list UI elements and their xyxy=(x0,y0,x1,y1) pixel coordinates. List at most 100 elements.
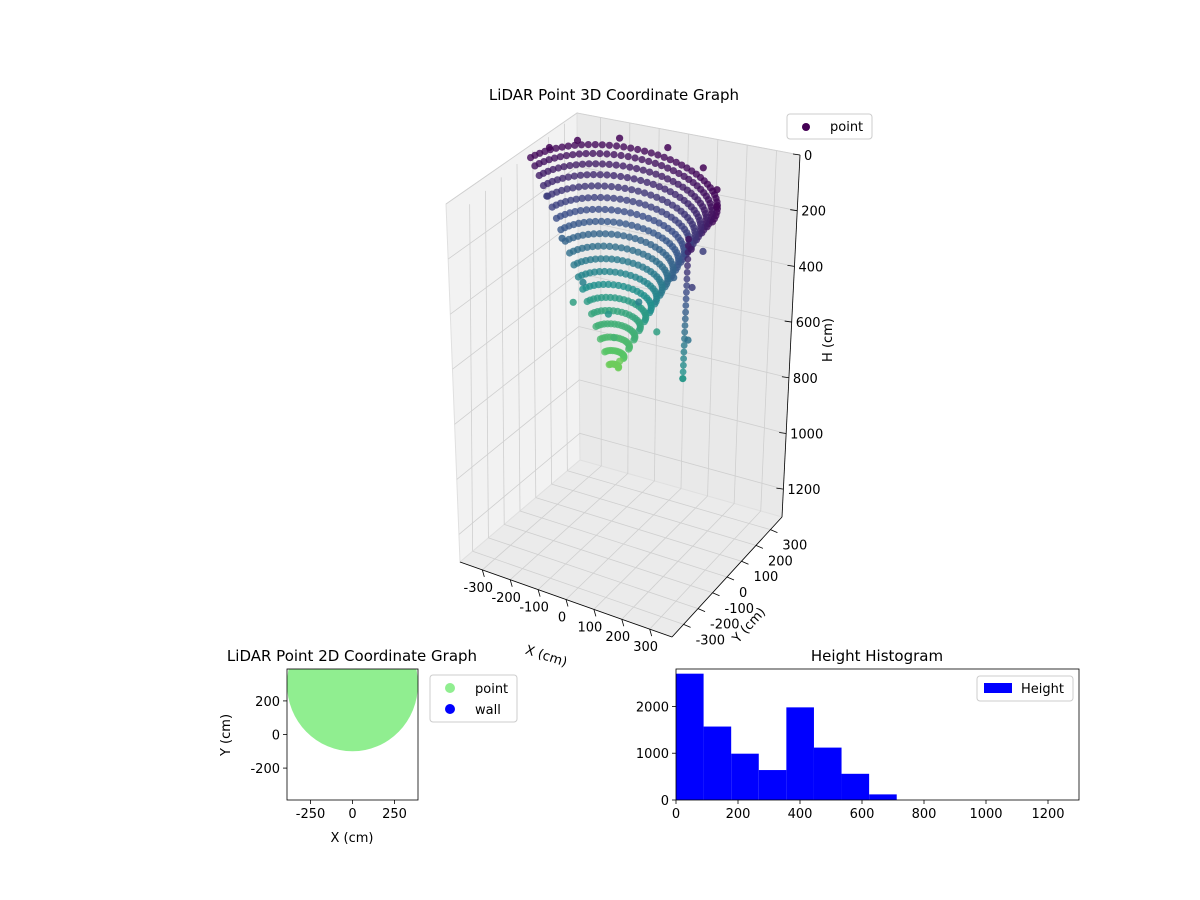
point-3d xyxy=(601,267,609,276)
point-3d xyxy=(575,219,583,227)
point-3d xyxy=(625,233,634,241)
legend-histogram: Height xyxy=(976,675,1074,702)
point-3d xyxy=(577,207,585,215)
point-3d xyxy=(554,164,563,172)
point-3d xyxy=(616,195,624,203)
point-3d xyxy=(594,182,602,190)
point-3d xyxy=(545,156,553,164)
point-3d xyxy=(646,168,654,176)
grid-line-z xyxy=(445,112,801,205)
point-3d xyxy=(620,232,628,240)
histogram-x-tick-label: 400 xyxy=(788,807,813,822)
point-3d xyxy=(570,172,579,180)
point-3d xyxy=(558,186,566,195)
point-3d xyxy=(614,183,622,191)
histogram-x-tick-label: 200 xyxy=(726,807,751,822)
y-tick-3d xyxy=(741,560,749,565)
point-3d xyxy=(617,244,626,252)
x-tick-3d xyxy=(649,628,653,637)
x-tick-label-2d: 250 xyxy=(382,807,407,822)
point-3d xyxy=(658,162,666,170)
point-3d xyxy=(572,195,580,203)
point-3d xyxy=(591,141,599,149)
z-tick-3d xyxy=(784,320,792,323)
point-3d xyxy=(564,142,572,150)
point-3d xyxy=(597,193,605,202)
z-tick-3d xyxy=(776,487,784,490)
point-3d xyxy=(610,172,618,180)
point-3d xyxy=(658,172,666,180)
point-3d xyxy=(619,162,627,170)
chart-histogram: Height Histogram 0 200 400 600 800 1000 1200 0 1… xyxy=(636,647,1080,822)
point-3d xyxy=(635,199,643,207)
point-3d xyxy=(639,212,647,220)
x-tick-label-3d: 300 xyxy=(633,640,658,655)
point-3d xyxy=(683,269,691,276)
y-tick-label-2d: 200 xyxy=(255,695,280,710)
point-3d xyxy=(589,171,598,179)
grid-3d xyxy=(445,112,801,630)
point-3d xyxy=(614,231,622,239)
y-tick-3d xyxy=(712,592,720,597)
point-3d xyxy=(579,278,587,286)
point-3d xyxy=(584,141,592,149)
point-3d xyxy=(679,368,687,376)
legend-3d: point xyxy=(786,113,873,140)
point-3d xyxy=(588,243,597,251)
z-tick-label-3d: 600 xyxy=(796,316,821,331)
point-3d xyxy=(583,171,591,179)
point-3d xyxy=(566,162,574,170)
x-tick-label-3d: 0 xyxy=(558,611,566,626)
point-3d xyxy=(552,144,560,152)
z-tick-3d xyxy=(779,432,787,434)
histogram-x-tick-label: 0 xyxy=(672,807,680,822)
grid-line-y-vertical xyxy=(469,204,474,552)
point-3d xyxy=(607,183,616,191)
point-3d xyxy=(653,193,661,201)
grid-line-z xyxy=(454,326,790,425)
z-axis-line xyxy=(781,154,801,518)
point-3d xyxy=(604,310,613,318)
point-3d xyxy=(649,180,657,188)
point-3d xyxy=(603,171,611,179)
point-3d xyxy=(655,183,663,191)
point-3d xyxy=(616,219,624,227)
grid-line-y xyxy=(488,537,699,609)
point-3d xyxy=(684,255,692,263)
point-3d xyxy=(670,274,678,282)
point-3d xyxy=(611,243,620,251)
point-3d xyxy=(639,166,647,174)
point-3d xyxy=(560,163,568,171)
y-tick-3d xyxy=(697,608,706,612)
histogram-x-tick-label: 1200 xyxy=(1031,807,1064,822)
point-3d xyxy=(591,255,600,263)
point-3d xyxy=(590,230,598,238)
point-3d xyxy=(647,191,655,199)
point-3d xyxy=(687,245,695,253)
point-3d xyxy=(603,194,611,202)
point-3d xyxy=(635,298,643,306)
x-tick-3d xyxy=(537,589,541,597)
point-3d xyxy=(611,268,619,276)
point-3d xyxy=(681,328,689,336)
x-tick-label-3d: -200 xyxy=(491,591,521,606)
point-3d xyxy=(582,206,591,214)
point-3d xyxy=(644,214,653,222)
point-3d xyxy=(594,242,602,250)
point-3d xyxy=(613,142,621,150)
point-3d xyxy=(631,235,639,243)
point-3d xyxy=(630,175,638,183)
point-3d xyxy=(634,145,642,154)
x-tick-label-3d: 200 xyxy=(605,630,630,645)
x-tick-3d xyxy=(565,599,569,607)
point-3d xyxy=(664,175,672,183)
grid-line-z xyxy=(450,219,795,315)
grid-line-y xyxy=(567,470,771,531)
point-3d xyxy=(607,230,616,238)
point-3d xyxy=(634,187,642,195)
y-tick-3d xyxy=(683,624,691,628)
point-3d xyxy=(628,186,636,194)
histogram-bar xyxy=(813,747,842,800)
point-3d xyxy=(679,375,687,383)
point-3d xyxy=(627,209,635,217)
